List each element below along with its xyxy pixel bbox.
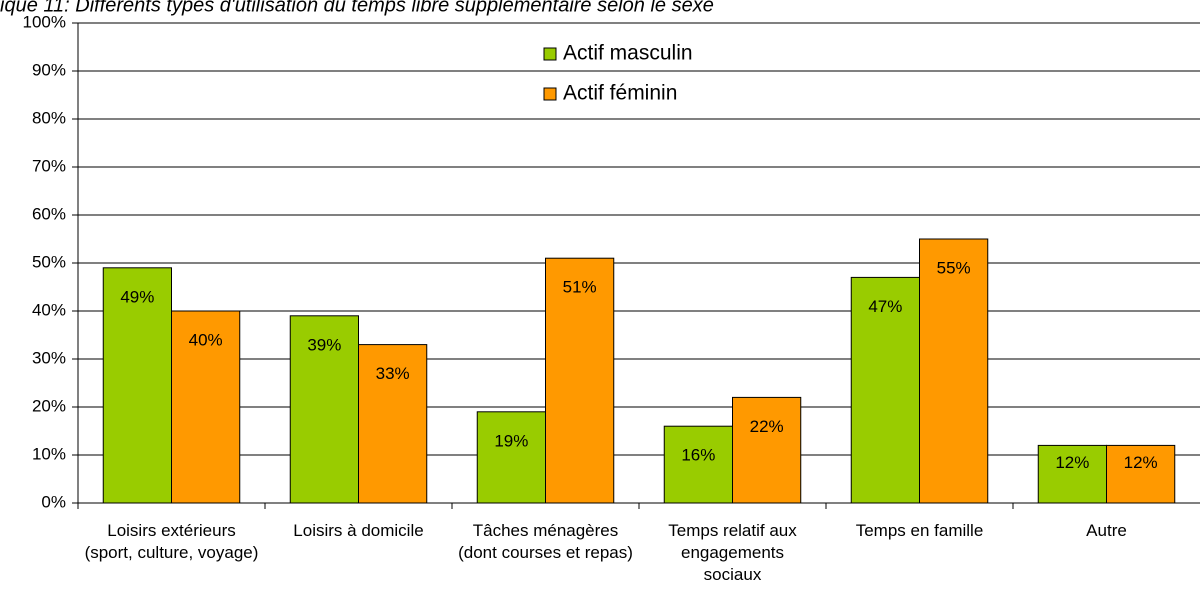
bar [732,396,802,504]
y-tick-label: 100% [23,12,66,31]
y-tick-label: 50% [32,252,66,271]
data-label: 39% [307,335,341,354]
data-label: 47% [868,297,902,316]
x-tick-label: Autre [1086,521,1127,540]
legend-label: Actif féminin [563,82,677,105]
y-tick-label: 90% [32,60,66,79]
y-tick-label: 70% [32,156,66,175]
legend-label: Actif masculin [563,42,693,65]
bar [102,267,172,504]
data-label: 12% [1124,453,1158,472]
legend-swatch [543,47,557,61]
chart-title: ique 11: Différents types d'utilisation … [0,0,714,16]
bar [1106,444,1176,504]
data-label: 12% [1055,453,1089,472]
bar [476,411,546,504]
data-label: 16% [681,446,715,465]
legend-swatch [543,87,557,101]
x-tick-label: Loisirs à domicile [293,521,424,540]
bar [171,310,241,504]
y-tick-label: 20% [32,396,66,415]
bar [850,276,920,504]
data-label: 33% [376,364,410,383]
x-tick-label: Temps relatif aux engagements sociaux [668,521,797,584]
y-tick-label: 0% [41,492,66,511]
x-tick-label: Temps en famille [855,521,984,540]
data-label: 22% [750,417,784,436]
y-tick-label: 80% [32,108,66,127]
y-tick-label: 30% [32,348,66,367]
y-tick-label: 10% [32,444,66,463]
bar [663,425,733,504]
bar [1037,444,1107,504]
x-tick-label: Tâches ménagères (dont courses et repas) [458,521,633,562]
bar [919,238,989,504]
data-label: 55% [937,258,971,277]
bar [358,344,428,504]
y-tick-label: 40% [32,300,66,319]
data-label: 19% [494,431,528,450]
x-tick-label: Loisirs extérieurs (sport, culture, voya… [84,521,259,562]
data-label: 51% [563,278,597,297]
bar [545,257,615,504]
y-tick-label: 60% [32,204,66,223]
data-label: 49% [120,287,154,306]
data-label: 40% [189,330,223,349]
